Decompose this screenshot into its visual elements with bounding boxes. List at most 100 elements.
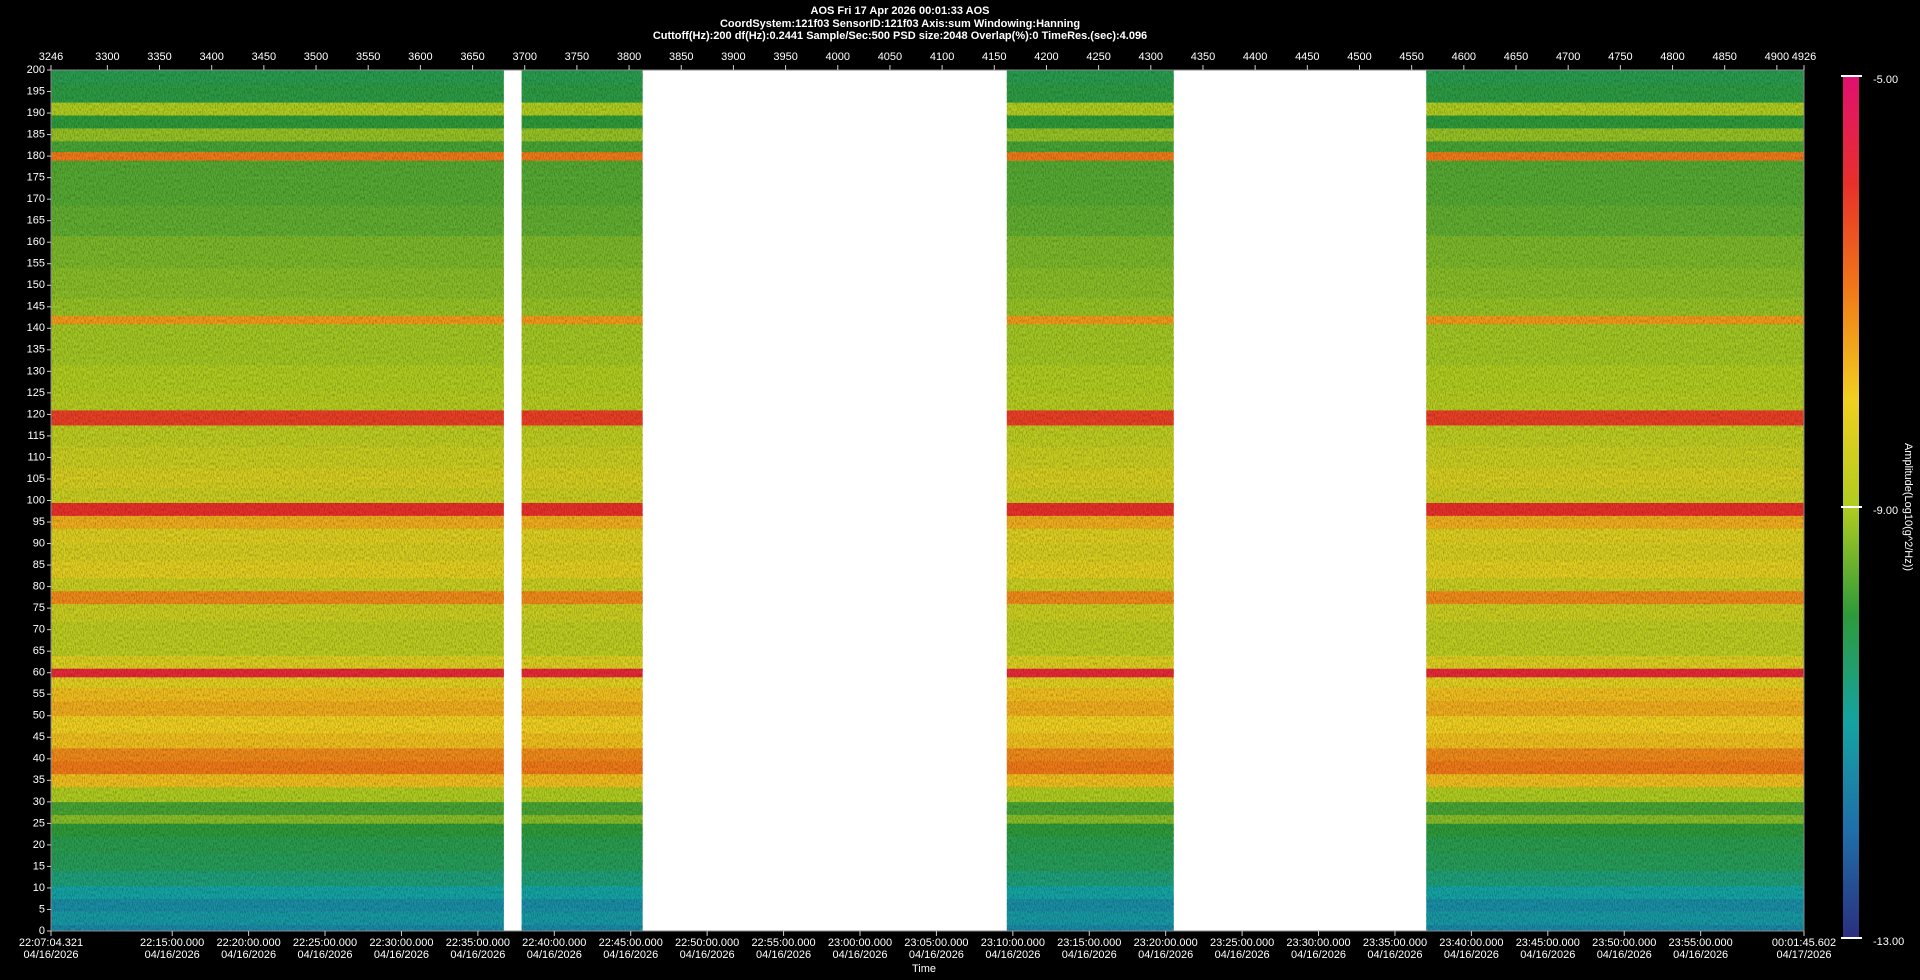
y-tick-label: 185 [27, 128, 45, 140]
y-tick-label: 175 [27, 172, 45, 184]
y-tick-label: 90 [33, 537, 45, 549]
x2-tick-date: 04/16/2026 [985, 949, 1040, 961]
x2-tick-date: 04/17/2026 [1776, 949, 1831, 961]
x2-tick-date: 04/16/2026 [1673, 949, 1728, 961]
x2-tick-label: 22:55:00.000 [751, 937, 815, 949]
y-tick-label: 195 [27, 85, 45, 97]
x-tick-label: 4750 [1608, 51, 1632, 63]
x-tick-label: 4900 [1765, 51, 1789, 63]
x2-tick-label: 23:25:00.000 [1210, 937, 1274, 949]
x2-tick-date: 04/16/2026 [450, 949, 505, 961]
texture [521, 70, 643, 931]
x-tick-label: 3850 [669, 51, 693, 63]
x-tick-label: 4800 [1660, 51, 1684, 63]
x2-tick-date: 04/16/2026 [756, 949, 811, 961]
x-tick-label: 3650 [460, 51, 484, 63]
x2-tick-date: 04/16/2026 [1215, 949, 1270, 961]
y-tick-label: 15 [33, 860, 45, 872]
x-tick-label: 3900 [721, 51, 745, 63]
y-tick-label: 50 [33, 710, 45, 722]
x2-tick-date: 04/16/2026 [680, 949, 735, 961]
y-tick-label: 135 [27, 344, 45, 356]
x-tick-label: 3300 [95, 51, 119, 63]
texture [51, 70, 504, 931]
y-tick-label: 85 [33, 559, 45, 571]
x2-tick-label: 23:15:00.000 [1057, 937, 1121, 949]
y-tick-label: 165 [27, 215, 45, 227]
y-tick-label: 100 [27, 494, 45, 506]
colorbar-tick-label: -5.00 [1873, 74, 1898, 86]
x2-tick-label: 22:35:00.000 [446, 937, 510, 949]
x-tick-label: 3800 [617, 51, 641, 63]
y-tick-label: 190 [27, 107, 45, 119]
y-tick-label: 155 [27, 258, 45, 270]
x2-tick-label: 22:50:00.000 [675, 937, 739, 949]
x-tick-label: 4550 [1399, 51, 1423, 63]
y-tick-label: 95 [33, 516, 45, 528]
subtitle: Cuttoff(Hz):200 df(Hz):0.2441 Sample/Sec… [653, 30, 1147, 42]
x2-tick-label: 23:20:00.000 [1134, 937, 1198, 949]
x-tick-label: 3500 [304, 51, 328, 63]
colorbar-tick-label: -9.00 [1873, 505, 1898, 517]
x2-tick-label: 22:20:00.000 [216, 937, 280, 949]
x2-tick-date: 04/16/2026 [1062, 949, 1117, 961]
y-tick-label: 115 [27, 430, 45, 442]
y-tick-label: 65 [33, 645, 45, 657]
x-tick-label: 4150 [982, 51, 1006, 63]
y-tick-label: 35 [33, 774, 45, 786]
y-tick-label: 110 [27, 451, 45, 463]
x-tick-label: 3246 [39, 51, 63, 63]
y-tick-label: 150 [27, 279, 45, 291]
x2-tick-date: 04/16/2026 [1291, 949, 1346, 961]
y-tick-label: 170 [27, 193, 45, 205]
y-tick-label: 145 [27, 301, 45, 313]
x2-tick-date: 04/16/2026 [1367, 949, 1422, 961]
x2-tick-label: 00:01:45.602 [1772, 937, 1836, 949]
x-tick-label: 4350 [1191, 51, 1215, 63]
x-tick-label: 4300 [1139, 51, 1163, 63]
y-tick-label: 160 [27, 236, 45, 248]
x2-tick-label: 23:50:00.000 [1592, 937, 1656, 949]
x-tick-label: 4650 [1504, 51, 1528, 63]
x-tick-label: 4450 [1295, 51, 1319, 63]
x-tick-label: 4926 [1792, 51, 1816, 63]
x2-tick-date: 04/16/2026 [1138, 949, 1193, 961]
x2-tick-label: 22:25:00.000 [293, 937, 357, 949]
y-tick-label: 5 [39, 903, 45, 915]
x2-tick-label: 23:05:00.000 [904, 937, 968, 949]
y-tick-label: 0 [39, 925, 45, 937]
x2-tick-date: 04/16/2026 [374, 949, 429, 961]
y-tick-label: 60 [33, 667, 45, 679]
y-tick-label: 10 [33, 882, 45, 894]
x-tick-label: 4050 [878, 51, 902, 63]
x2-tick-label: 23:35:00.000 [1363, 937, 1427, 949]
texture [1426, 70, 1804, 931]
y-tick-label: 70 [33, 624, 45, 636]
x2-tick-date: 04/16/2026 [527, 949, 582, 961]
texture [1006, 70, 1174, 931]
x-tick-label: 4250 [1086, 51, 1110, 63]
x-tick-label: 4200 [1034, 51, 1058, 63]
x2-tick-label: 23:45:00.000 [1516, 937, 1580, 949]
x2-tick-label: 22:40:00.000 [522, 937, 586, 949]
y-tick-label: 180 [27, 150, 45, 162]
y-tick-label: 200 [27, 64, 45, 76]
x-tick-label: 3350 [147, 51, 171, 63]
x-axis-label: Time [912, 963, 936, 975]
x2-tick-label: 22:30:00.000 [369, 937, 433, 949]
y-tick-label: 130 [27, 365, 45, 377]
y-tick-label: 125 [27, 387, 45, 399]
x2-tick-date: 04/16/2026 [221, 949, 276, 961]
x2-tick-date: 04/16/2026 [145, 949, 200, 961]
x-tick-label: 4500 [1347, 51, 1371, 63]
x-tick-label: 4600 [1452, 51, 1476, 63]
colorbar-tick-label: -13.00 [1873, 936, 1904, 948]
y-tick-label: 30 [33, 796, 45, 808]
x2-tick-label: 22:07:04.321 [19, 937, 83, 949]
y-tick-label: 140 [27, 322, 45, 334]
x2-tick-label: 23:30:00.000 [1286, 937, 1350, 949]
x2-tick-date: 04/16/2026 [603, 949, 658, 961]
chart-title: AOS Fri 17 Apr 2026 00:01:33 AOS [811, 5, 990, 17]
